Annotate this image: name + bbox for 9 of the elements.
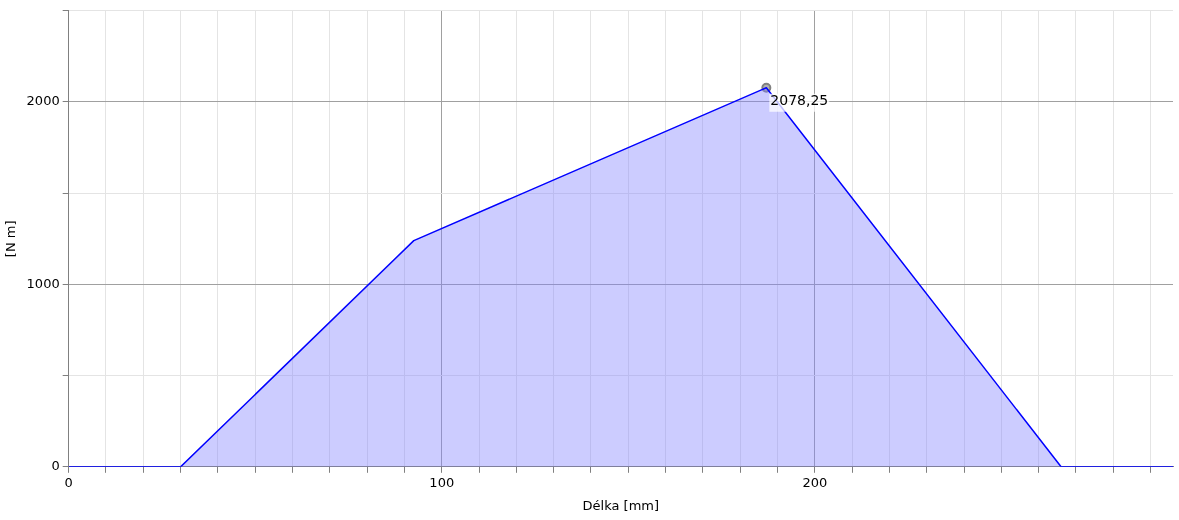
- x-tick-label: 200: [802, 474, 828, 490]
- y-tick-label: 1000: [26, 275, 60, 291]
- y-tick-label: 2000: [26, 93, 60, 109]
- data-label: 2078,25: [770, 92, 829, 109]
- x-tick-label: 100: [429, 474, 455, 490]
- y-tick-label: 0: [51, 458, 60, 474]
- x-axis-title: Délka [mm]: [582, 497, 660, 513]
- y-axis-title: [N m]: [3, 220, 19, 258]
- x-tick-label: 0: [64, 474, 73, 490]
